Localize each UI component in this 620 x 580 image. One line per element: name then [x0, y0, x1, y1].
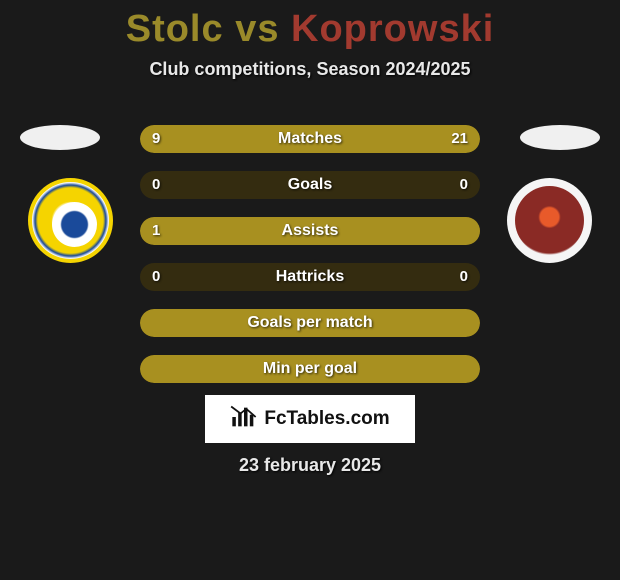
branding-text: FcTables.com: [264, 408, 389, 430]
player1-club-crest: [28, 178, 113, 263]
vs-text: vs: [235, 8, 279, 50]
player1-avatar-placeholder: [20, 125, 100, 150]
comparison-title: Stolc vs Koprowski: [0, 0, 620, 51]
branding-badge: FcTables.com: [205, 395, 415, 443]
player1-name: Stolc: [126, 8, 224, 50]
stat-label: Goals per match: [140, 309, 480, 337]
snapshot-date: 23 february 2025: [0, 455, 620, 476]
subtitle: Club competitions, Season 2024/2025: [0, 59, 620, 80]
stat-label: Hattricks: [140, 263, 480, 291]
stat-label: Matches: [140, 125, 480, 153]
stat-row-hattricks: 00Hattricks: [140, 263, 480, 291]
stat-row-matches: 921Matches: [140, 125, 480, 153]
stat-label: Goals: [140, 171, 480, 199]
stat-row-goals-per-match: Goals per match: [140, 309, 480, 337]
stat-row-assists: 1Assists: [140, 217, 480, 245]
stat-row-goals: 00Goals: [140, 171, 480, 199]
player2-club-crest: [507, 178, 592, 263]
stat-label: Assists: [140, 217, 480, 245]
player2-avatar-placeholder: [520, 125, 600, 150]
stat-label: Min per goal: [140, 355, 480, 383]
stat-row-min-per-goal: Min per goal: [140, 355, 480, 383]
stats-bars: 921Matches 00Goals 1Assists 00Hattricks Goal…: [140, 125, 480, 401]
player2-name: Koprowski: [291, 8, 494, 50]
bar-chart-icon: [230, 403, 258, 436]
